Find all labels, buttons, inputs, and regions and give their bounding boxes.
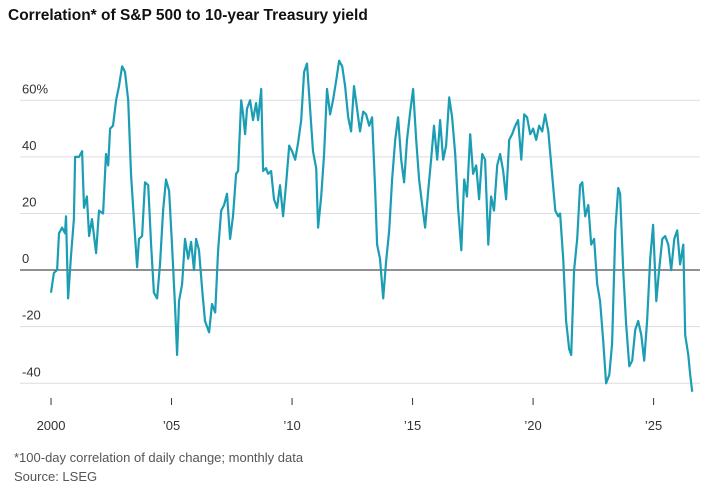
y-tick-label: -20 (22, 308, 41, 323)
source: Source: LSEG (14, 469, 97, 484)
y-tick-label: 40 (22, 138, 36, 153)
y-tick-label: -40 (22, 364, 41, 379)
y-tick-label: 0 (22, 251, 29, 266)
chart-title: Correlation* of S&P 500 to 10-year Treas… (8, 7, 368, 24)
x-tick-label: ’25 (645, 418, 662, 433)
x-tick-label: 2000 (37, 418, 66, 433)
x-tick-label: ’10 (283, 418, 300, 433)
x-tick-label: ’15 (404, 418, 421, 433)
y-tick-label: 20 (22, 194, 36, 209)
x-tick-label: ’20 (524, 418, 541, 433)
x-tick-label: ’05 (163, 418, 180, 433)
data-line (49, 59, 694, 392)
footnote: *100-day correlation of daily change; mo… (14, 450, 304, 465)
y-tick-label: 60% (22, 81, 48, 96)
